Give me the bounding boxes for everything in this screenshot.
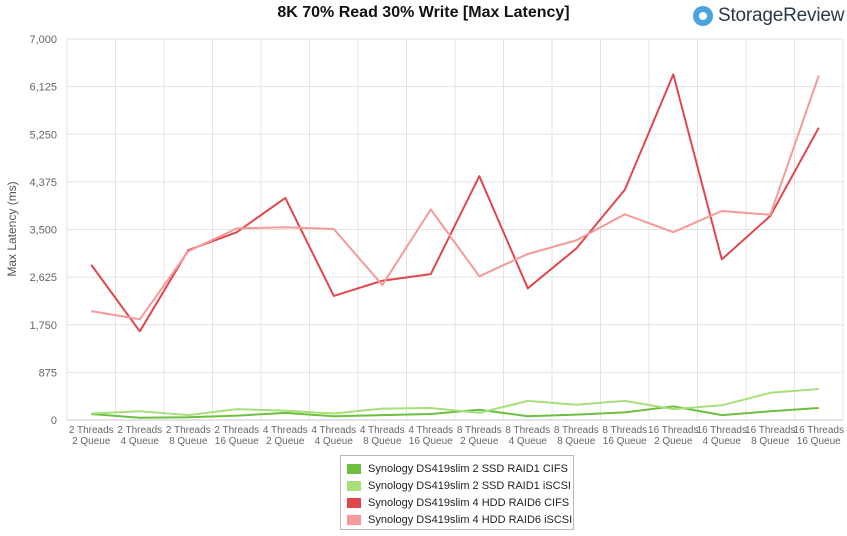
legend-item[interactable]: Synology DS419slim 2 SSD RAID1 CIFS	[347, 460, 568, 477]
x-tick-line: 16 Threads	[794, 425, 844, 436]
x-tick-line: 8 Queue	[751, 436, 790, 447]
x-tick-line: 4 Threads	[360, 425, 405, 436]
y-tick-label: 0	[51, 415, 57, 427]
y-tick-label: 4,375	[29, 177, 57, 189]
y-tick-label: 875	[39, 367, 57, 379]
y-tick-label: 5,250	[29, 129, 57, 141]
legend-item[interactable]: Synology DS419slim 2 SSD RAID1 iSCSI	[347, 477, 571, 494]
brand-logo: StorageReview	[693, 5, 844, 27]
x-tick-line: 2 Threads	[69, 425, 114, 436]
legend-label: Synology DS419slim 4 HDD RAID6 CIFS	[368, 496, 570, 509]
y-tick-label: 1,750	[29, 320, 57, 332]
x-tick-line: 8 Threads	[457, 425, 502, 436]
x-tick-line: 4 Queue	[121, 436, 160, 447]
x-tick-line: 8 Threads	[554, 425, 599, 436]
chart-title: 8K 70% Read 30% Write [Max Latency]	[277, 4, 570, 21]
x-tick-line: 16 Queue	[409, 436, 453, 447]
x-tick-line: 2 Queue	[266, 436, 305, 447]
x-tick-line: 16 Threads	[648, 425, 698, 436]
legend-item[interactable]: Synology DS419slim 4 HDD RAID6 iSCSI	[347, 511, 572, 528]
legend-swatch	[347, 463, 361, 474]
x-tick-line: 8 Queue	[169, 436, 208, 447]
legend-label: Synology DS419slim 2 SSD RAID1 iSCSI	[368, 479, 571, 492]
y-tick-label: 7,000	[29, 34, 57, 46]
legend-item[interactable]: Synology DS419slim 4 HDD RAID6 CIFS	[347, 494, 570, 511]
y-tick-label: 2,625	[29, 272, 57, 284]
y-tick-label: 6,125	[29, 82, 57, 94]
x-tick-line: 4 Threads	[408, 425, 453, 436]
legend-label: Synology DS419slim 4 HDD RAID6 iSCSI	[368, 513, 573, 526]
x-tick-line: 8 Queue	[557, 436, 596, 447]
x-tick-line: 16 Queue	[603, 436, 647, 447]
legend-swatch	[347, 480, 361, 491]
y-tick-label: 3,500	[29, 225, 57, 237]
x-tick-line: 2 Threads	[117, 425, 162, 436]
x-tick-line: 8 Threads	[602, 425, 647, 436]
legend-label: Synology DS419slim 2 SSD RAID1 CIFS	[368, 462, 568, 475]
y-axis-ticks: 0 875 1,750 2,625 3,500 4,375 5,250 6,125 7,000	[29, 34, 57, 427]
series-line-3	[90, 73, 820, 333]
x-tick-line: 4 Queue	[703, 436, 742, 447]
x-tick-line: 2 Queue	[72, 436, 111, 447]
x-tick-line: 2 Threads	[214, 425, 259, 436]
x-tick-line: 16 Queue	[797, 436, 841, 447]
brand-name: StorageReview	[718, 5, 845, 26]
x-tick-line: 16 Threads	[745, 425, 795, 436]
chart-grid	[66, 38, 844, 421]
x-tick-line: 16 Threads	[697, 425, 747, 436]
x-tick-line: 2 Queue	[460, 436, 499, 447]
legend-swatch	[347, 497, 361, 508]
chart-series	[90, 73, 820, 419]
x-tick-line: 4 Threads	[263, 425, 308, 436]
x-tick-line: 2 Threads	[166, 425, 211, 436]
x-tick-line: 4 Queue	[315, 436, 354, 447]
legend-swatch	[347, 514, 361, 525]
storagereview-logo-icon	[693, 6, 713, 26]
y-axis-label: Max Latency (ms)	[5, 181, 19, 276]
series-line-1	[91, 405, 819, 419]
x-tick-line: 8 Queue	[363, 436, 402, 447]
chart-legend: Synology DS419slim 2 SSD RAID1 CIFS Synol…	[340, 455, 574, 530]
x-tick-line: 8 Threads	[505, 425, 550, 436]
x-tick-line: 16 Queue	[215, 436, 259, 447]
series-line-2	[91, 388, 819, 417]
series-line-4	[91, 75, 820, 321]
x-tick-line: 4 Threads	[311, 425, 356, 436]
x-tick-line: 4 Queue	[509, 436, 548, 447]
x-tick-line: 2 Queue	[654, 436, 693, 447]
